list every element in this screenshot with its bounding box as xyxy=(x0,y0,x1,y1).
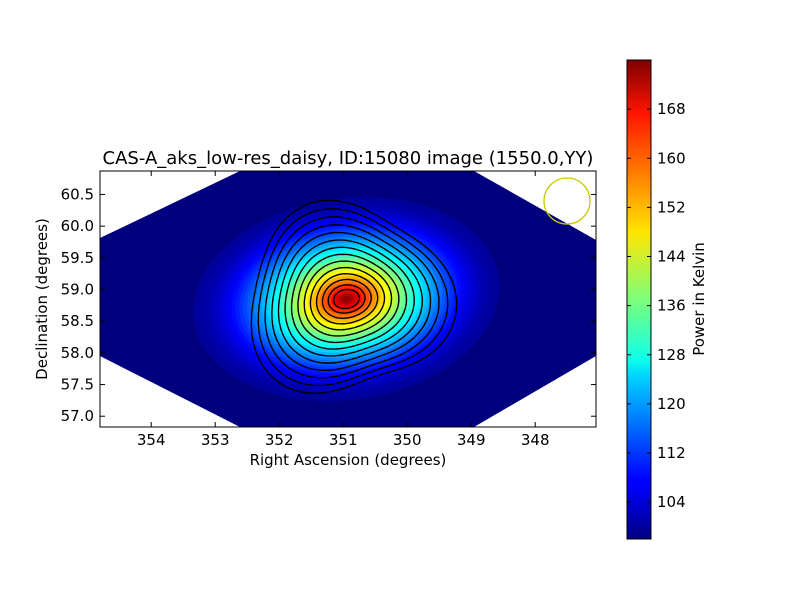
contour-layer xyxy=(250,199,458,395)
contour-line xyxy=(315,273,379,325)
contour-line xyxy=(290,246,408,350)
y-tick-label: 58.0 xyxy=(61,344,94,362)
y-axis: 57.0 57.5 58.0 58.5 59.0 59.5 60.0 60.5 xyxy=(61,185,596,425)
x-tick-label: 352 xyxy=(265,431,294,449)
colorbar-tick-label: 144 xyxy=(657,248,686,266)
heat-band xyxy=(342,295,351,303)
colorbar-tick-label: 160 xyxy=(657,149,686,167)
y-tick-label: 60.5 xyxy=(61,185,94,203)
colorbar-tick-label: 104 xyxy=(657,493,686,511)
x-tick-label: 349 xyxy=(457,431,486,449)
x-axis: 354 353 352 351 350 349 348 xyxy=(137,171,550,449)
x-tick-label: 350 xyxy=(393,431,422,449)
plot-frame xyxy=(99,170,597,428)
colorbar-tick-label: 120 xyxy=(657,395,686,413)
y-tick-label: 57.5 xyxy=(61,376,94,394)
colorbar-gradient xyxy=(626,59,652,540)
y-tick-label: 59.0 xyxy=(61,280,94,298)
contour-line xyxy=(321,278,372,319)
colorbar: 104 112 120 128 136 144 152 160 168 Power in Kel… xyxy=(626,59,708,540)
x-tick-label: 351 xyxy=(329,431,358,449)
contour-line xyxy=(257,207,449,387)
chart-title: CAS-A_aks_low-res_daisy, ID:15080 image … xyxy=(103,148,594,169)
colorbar-ticks: 104 112 120 128 136 144 152 160 168 xyxy=(627,100,686,511)
beam-marker xyxy=(543,177,591,225)
y-tick-label: 60.0 xyxy=(61,217,94,235)
contour-line xyxy=(303,260,393,337)
colorbar-label: Power in Kelvin xyxy=(690,242,708,356)
x-tick-label: 354 xyxy=(137,431,166,449)
x-tick-label: 348 xyxy=(521,431,550,449)
x-axis-label: Right Ascension (degrees) xyxy=(250,451,447,469)
y-tick-label: 57.0 xyxy=(61,407,94,425)
contour-line xyxy=(284,239,415,357)
contour-line xyxy=(332,288,360,310)
y-tick-label: 58.5 xyxy=(61,312,94,330)
contour-line xyxy=(271,224,432,372)
y-axis-label: Declination (degrees) xyxy=(33,218,51,380)
colorbar-tick-label: 136 xyxy=(657,297,686,315)
contour-line xyxy=(264,216,440,379)
plot-area xyxy=(100,171,596,427)
colorbar-tick-label: 168 xyxy=(657,100,686,118)
contour-line xyxy=(297,253,400,344)
colorbar-tick-label: 152 xyxy=(657,198,686,216)
colorbar-tick-label: 112 xyxy=(657,444,686,462)
contour-line xyxy=(250,199,458,395)
contour-line xyxy=(277,231,423,364)
colorbar-tick-label: 128 xyxy=(657,346,686,364)
contour-line xyxy=(309,266,386,331)
y-tick-label: 59.5 xyxy=(61,249,94,267)
x-tick-label: 353 xyxy=(201,431,230,449)
contour-line xyxy=(327,284,366,314)
